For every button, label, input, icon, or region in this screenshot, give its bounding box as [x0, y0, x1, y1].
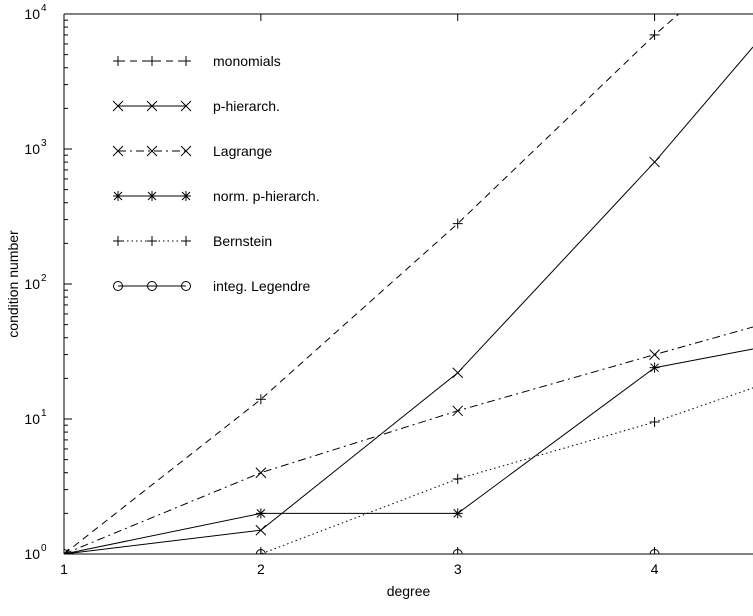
data-point-p-hierarch — [649, 156, 660, 168]
data-point-integ-legendre — [649, 549, 660, 554]
data-point-bernstein — [255, 549, 266, 554]
data-point-norm-p-hierarch — [452, 508, 463, 519]
legend-marker — [181, 56, 191, 66]
legend-marker — [180, 100, 192, 112]
legend-marker — [146, 145, 158, 157]
x-axis-label: degree — [387, 583, 431, 599]
y-tick-label: 10 — [24, 276, 40, 292]
legend-label: norm. p-hierarch. — [213, 188, 320, 204]
legend-marker — [146, 100, 158, 112]
series-line-monomials — [64, 14, 680, 554]
legend-marker — [147, 56, 157, 66]
legend-marker — [181, 281, 191, 291]
legend-entry-norm-p-hierarch: norm. p-hierarch. — [113, 188, 320, 204]
y-axis-label: condition number — [5, 230, 21, 338]
series-lines — [64, 14, 753, 554]
legend-entry-p-hierarch: p-hierarch. — [112, 98, 280, 114]
data-point-p-hierarch — [452, 367, 464, 379]
legend-entry-monomials: monomials — [113, 53, 281, 69]
axes — [63, 13, 753, 555]
data-point-lagrange — [255, 467, 267, 479]
legend: monomials p-hierarch. Lagrange norm. p-hier… — [112, 53, 320, 294]
data-point-lagrange — [649, 349, 660, 360]
data-point-bernstein — [649, 417, 660, 428]
data-point-monomials — [255, 394, 266, 405]
y-tick-exponent: 2 — [41, 273, 47, 284]
data-point-monomials — [649, 29, 660, 40]
legend-label: integ. Legendre — [213, 278, 311, 294]
y-tick-label: 10 — [24, 411, 40, 427]
legend-marker — [147, 281, 157, 291]
legend-marker — [113, 56, 123, 66]
y-tick-label: 10 — [24, 141, 40, 157]
x-tick-label: 2 — [257, 561, 265, 577]
legend-marker — [180, 145, 192, 157]
legend-label: monomials — [213, 53, 281, 69]
data-point-integ-legendre — [452, 549, 463, 554]
x-tick-label: 3 — [454, 561, 462, 577]
x-tick-label: 1 — [60, 561, 68, 577]
legend-label: Bernstein — [213, 233, 272, 249]
data-point-p-hierarch — [255, 524, 267, 536]
y-tick-exponent: 4 — [41, 3, 47, 14]
y-tick-exponent: 3 — [41, 138, 47, 149]
data-point-monomials — [452, 218, 463, 229]
data-point-bernstein — [452, 473, 463, 484]
legend-marker — [147, 191, 157, 201]
series-line-p-hierarch — [64, 46, 753, 554]
data-point-norm-p-hierarch — [649, 362, 660, 373]
legend-entry-integ-legendre: integ. Legendre — [113, 278, 311, 294]
y-tick-exponent: 1 — [41, 408, 47, 419]
legend-marker — [112, 100, 124, 112]
legend-entry-bernstein: Bernstein — [113, 233, 272, 249]
legend-entry-lagrange: Lagrange — [112, 143, 272, 159]
data-point-lagrange — [452, 405, 464, 417]
y-tick-exponent: 0 — [41, 543, 47, 554]
series-line-lagrange — [64, 326, 753, 554]
legend-marker — [147, 236, 157, 246]
legend-label: Lagrange — [213, 143, 272, 159]
legend-label: p-hierarch. — [213, 98, 280, 114]
series-line-norm-p-hierarch — [64, 348, 753, 554]
legend-marker — [113, 281, 123, 291]
legend-marker — [181, 236, 191, 246]
data-point-norm-p-hierarch — [255, 508, 266, 519]
data-point-integ-legendre — [255, 549, 266, 554]
series-line-bernstein — [64, 387, 753, 554]
legend-marker — [113, 191, 123, 201]
y-tick-label: 10 — [24, 6, 40, 22]
legend-marker — [112, 145, 124, 157]
y-tick-label: 10 — [24, 546, 40, 562]
legend-marker — [113, 236, 123, 246]
x-tick-label: 4 — [651, 561, 659, 577]
legend-marker — [181, 191, 191, 201]
data-point-norm-p-hierarch — [64, 549, 69, 554]
